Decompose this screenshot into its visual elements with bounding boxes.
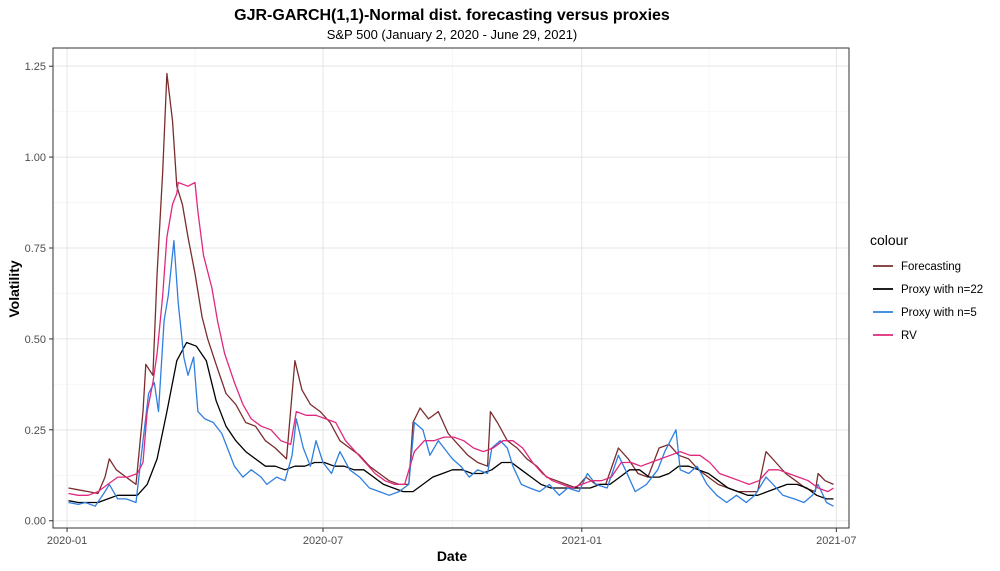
plot-panel-border bbox=[52, 47, 850, 529]
y-tick-label: 0.00 bbox=[25, 516, 46, 528]
x-tick-label: 2021-07 bbox=[816, 535, 856, 547]
legend-item-proxy-with-n-5: Proxy with n=5 bbox=[873, 307, 977, 319]
y-tick-label: 0.25 bbox=[25, 425, 46, 437]
chart-title: GJR-GARCH(1,1)-Normal dist. forecasting … bbox=[234, 7, 670, 24]
y-tick-label: 0.50 bbox=[25, 334, 46, 346]
series-line-proxy-with-n-5 bbox=[68, 240, 834, 507]
legend: colour Forecasting Proxy with n=22 Proxy w… bbox=[870, 232, 983, 342]
legend-label: Proxy with n=5 bbox=[901, 307, 977, 319]
x-tick-label: 2021-01 bbox=[562, 535, 602, 547]
chart-subtitle: S&P 500 (January 2, 2020 - June 29, 2021… bbox=[327, 27, 578, 42]
legend-label: Proxy with n=22 bbox=[901, 284, 983, 296]
legend-label: Forecasting bbox=[901, 261, 961, 273]
legend-item-rv: RV bbox=[873, 330, 917, 342]
legend-item-forecasting: Forecasting bbox=[873, 261, 961, 273]
y-axis-title: Volatility bbox=[6, 260, 22, 318]
legend-items: Forecasting Proxy with n=22 Proxy with n=5… bbox=[873, 261, 983, 342]
x-tick-label: 2020-07 bbox=[303, 535, 343, 547]
legend-item-proxy-with-n-22: Proxy with n=22 bbox=[873, 284, 983, 296]
legend-label: RV bbox=[901, 330, 917, 342]
legend-title: colour bbox=[870, 232, 908, 248]
axis-ticks: 0.00 0.25 0.50 0.75 1.00 1.25 2020-01 2020-07 20… bbox=[25, 61, 857, 547]
series-line-proxy-with-n-22 bbox=[68, 341, 834, 504]
y-tick-label: 0.75 bbox=[25, 243, 46, 255]
series-line-rv bbox=[68, 181, 834, 496]
y-tick-label: 1.25 bbox=[25, 61, 46, 73]
x-axis-title: Date bbox=[437, 548, 468, 564]
series-lines bbox=[68, 72, 834, 507]
series-line-forecasting bbox=[68, 72, 834, 495]
x-tick-label: 2020-01 bbox=[47, 535, 87, 547]
grid-lines bbox=[53, 48, 849, 528]
y-tick-label: 1.00 bbox=[25, 152, 46, 164]
